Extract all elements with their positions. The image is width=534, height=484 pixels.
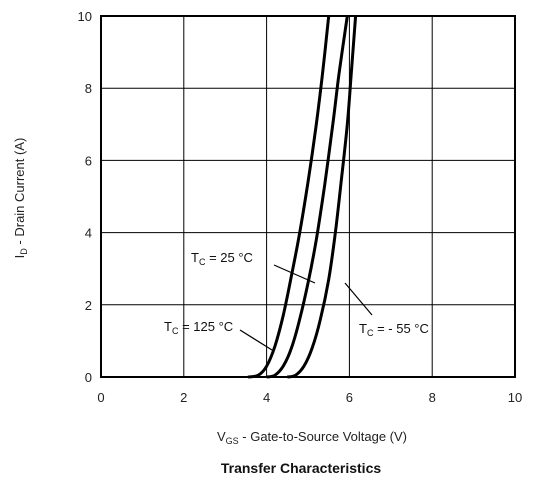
svg-text:TC = - 55 °C: TC = - 55 °C [359,321,429,338]
svg-text:TC = 125 °C: TC = 125 °C [164,319,233,336]
svg-text:TC = 25 °C: TC = 25 °C [191,250,253,267]
annotation-tc-minus55: TC = - 55 °C [344,282,429,338]
x-tick-label: 6 [346,390,353,405]
y-tick-label: 6 [85,153,92,168]
grid-lines [101,16,515,377]
annotation-tc-25: TC = 25 °C [191,250,316,284]
annotation-leader-125 [239,329,273,351]
annotation-leader-minus55 [344,282,373,316]
curves [247,15,358,379]
x-axis-label: VGS - Gate-to-Source Voltage (V) [217,429,407,446]
y-tick-label: 8 [85,81,92,96]
y-tick-label: 4 [85,226,92,241]
chart-title: Transfer Characteristics [221,460,382,476]
series-line-tc-125 [247,15,331,379]
y-tick-label: 0 [85,370,92,385]
y-tick-label: 10 [78,9,92,24]
x-tick-label: 2 [180,390,187,405]
x-tick-label: 8 [429,390,436,405]
y-tick-labels: 0 2 4 6 8 10 [78,9,92,385]
plot-frame [100,15,516,378]
x-tick-label: 0 [97,390,104,405]
series-line-tc-25 [266,15,349,379]
x-tick-label: 4 [263,390,270,405]
x-tick-label: 10 [508,390,522,405]
annotation-tc-125: TC = 125 °C [164,319,273,351]
y-tick-label: 2 [85,298,92,313]
x-tick-labels: 0 2 4 6 8 10 [97,390,522,405]
annotation-leader-25 [273,264,316,284]
series-line-tc-minus55 [286,15,358,379]
y-axis-label: ID - Drain Current (A) [12,138,29,259]
